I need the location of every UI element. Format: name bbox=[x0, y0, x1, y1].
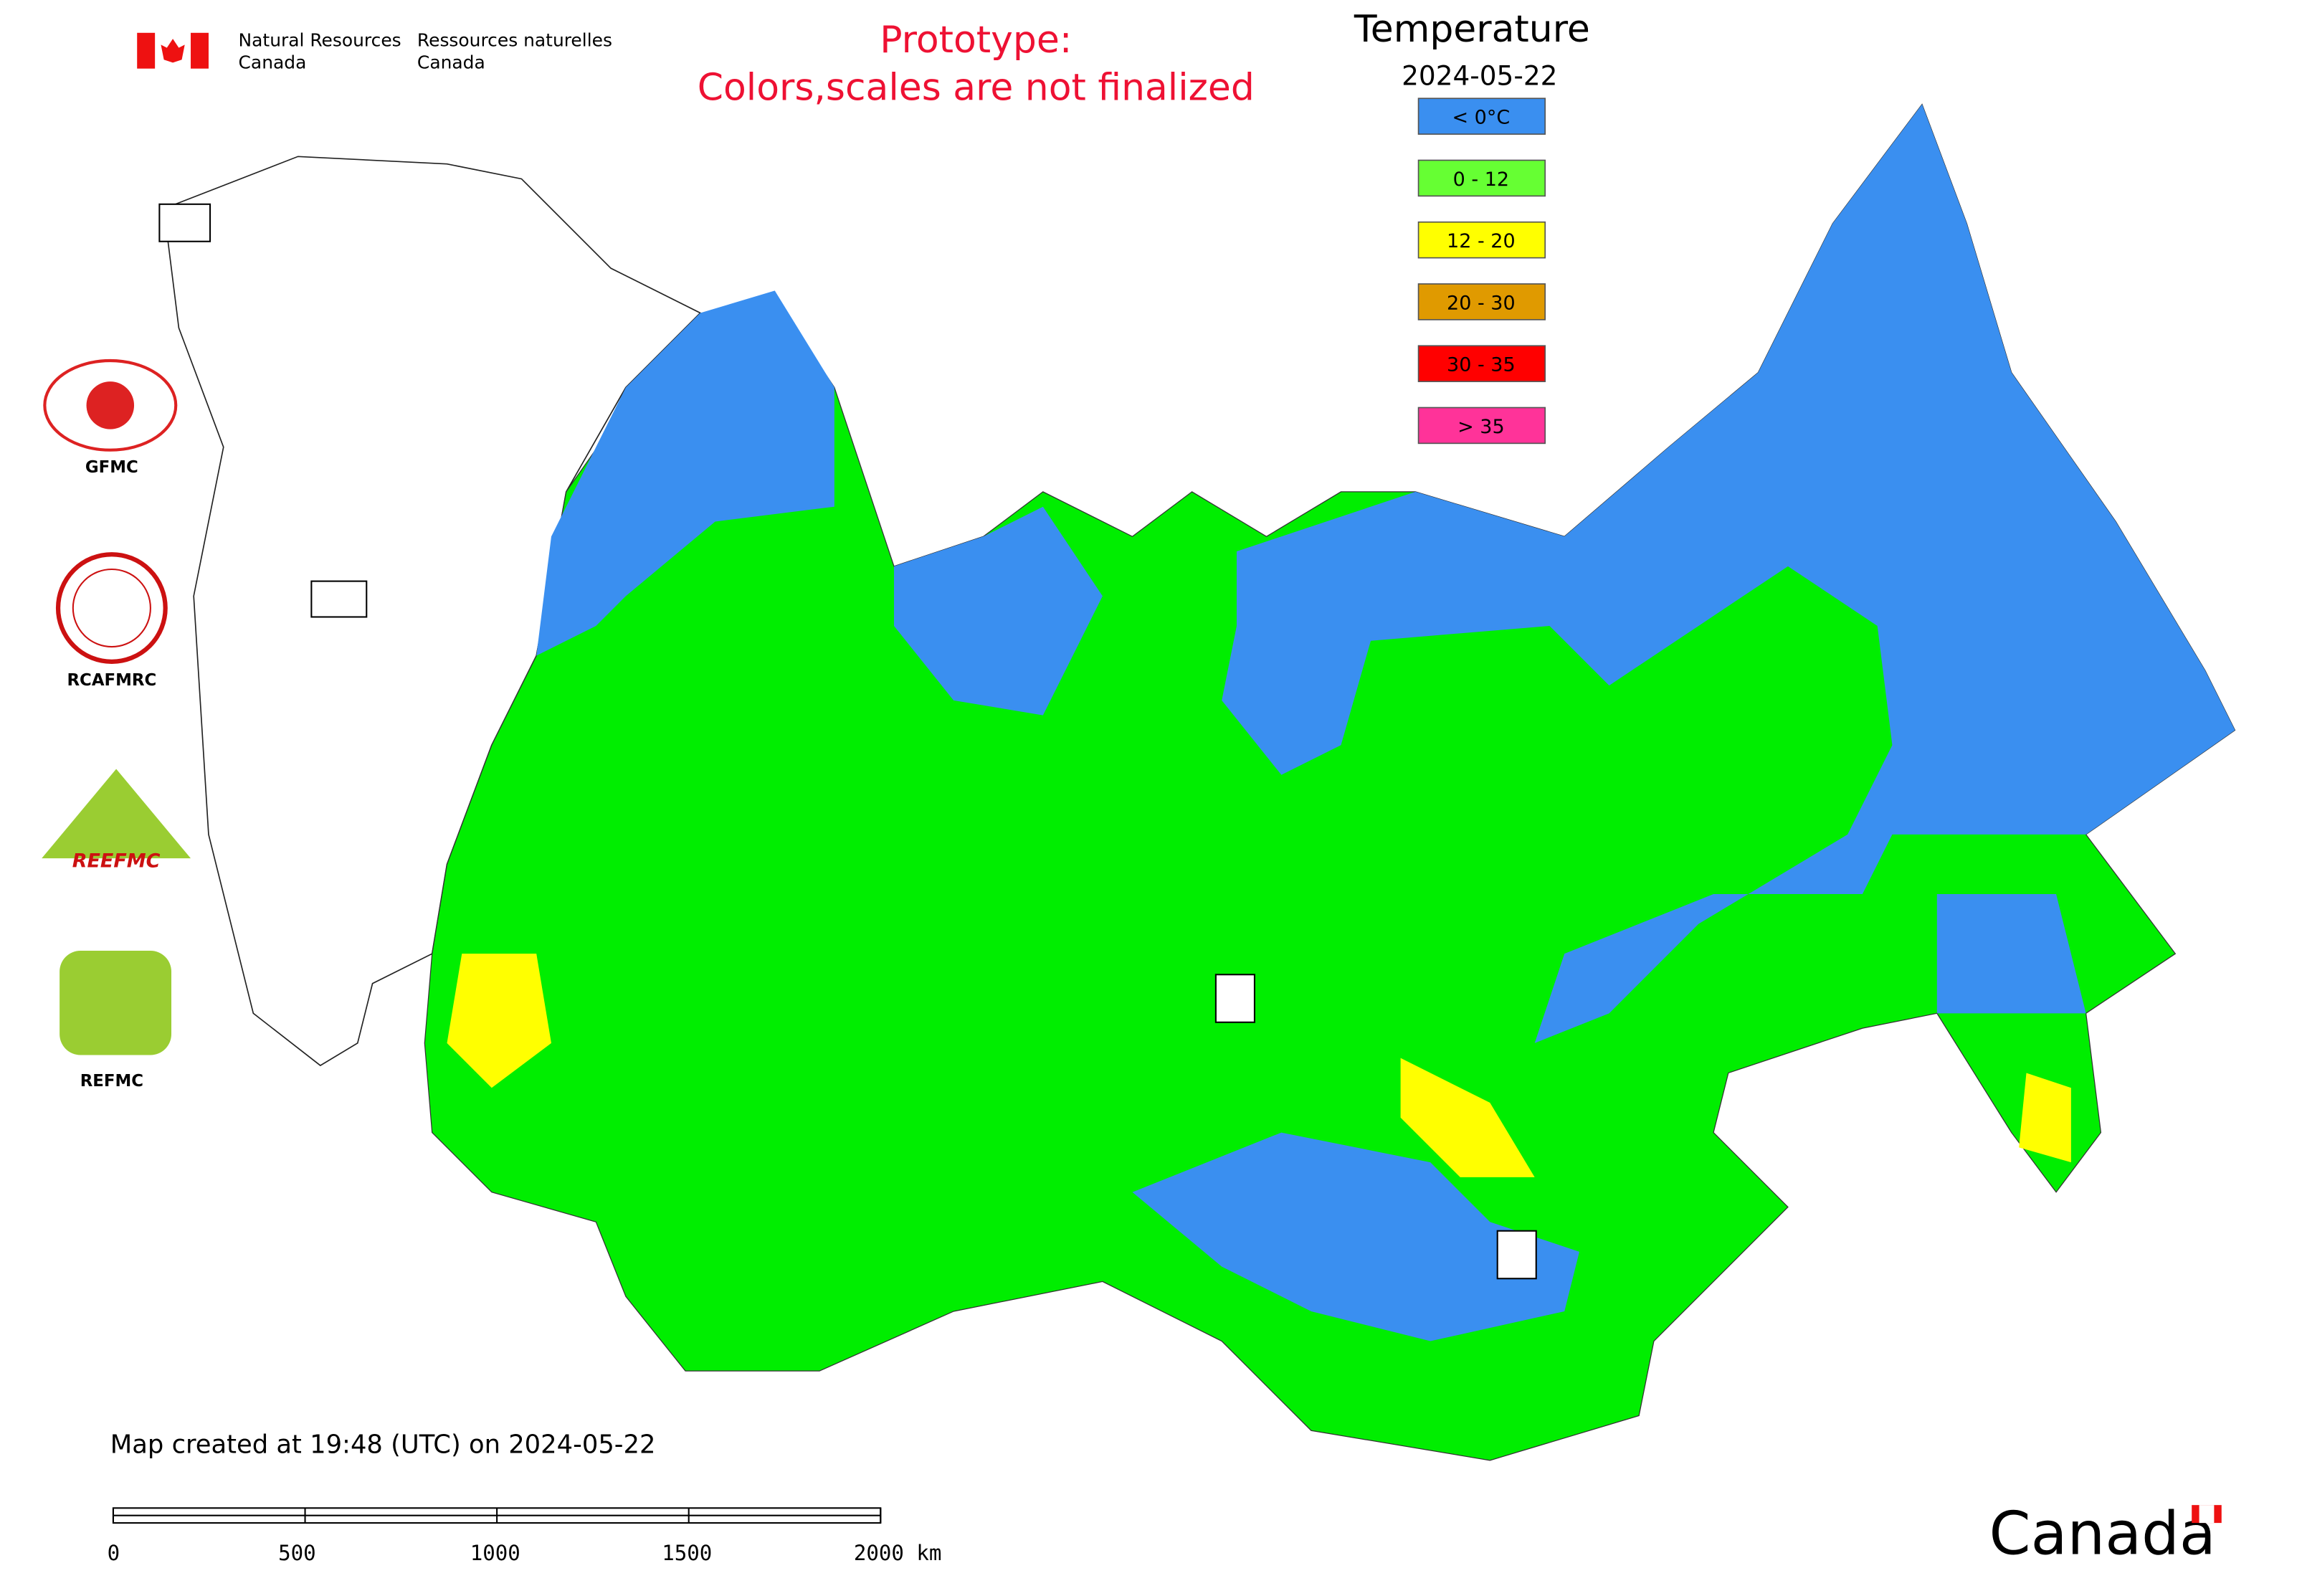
flag-bar bbox=[191, 32, 209, 69]
cold-area bbox=[893, 506, 1103, 716]
marker bbox=[310, 580, 368, 618]
legend-date: 2024-05-22 bbox=[1402, 60, 1557, 92]
gc-signature: Natural Resources Canada Ressources natu… bbox=[137, 29, 612, 73]
canada-wordmark: Canada bbox=[1989, 1499, 2222, 1569]
legend-label: 12 - 20 bbox=[1447, 230, 1516, 252]
map-markers bbox=[158, 203, 1537, 1280]
warm-area bbox=[447, 954, 551, 1088]
scale-label: 1000 bbox=[470, 1541, 520, 1565]
warm-area bbox=[2019, 1073, 2071, 1163]
wordmark: Canada bbox=[1989, 1499, 2216, 1569]
marker bbox=[1214, 974, 1255, 1023]
cold-area bbox=[1936, 894, 2086, 1014]
cold-areas bbox=[536, 104, 2235, 1341]
legend-swatch bbox=[1417, 283, 1546, 320]
logo-label: REFMC bbox=[80, 1072, 143, 1091]
logo bbox=[42, 769, 191, 859]
legend-label: 20 - 30 bbox=[1447, 292, 1516, 314]
legend-swatch bbox=[1417, 159, 1546, 197]
scale-bar: 0 500 1000 1500 2000 km bbox=[108, 1507, 942, 1565]
legend-label: < 0°C bbox=[1452, 107, 1510, 129]
cold-area bbox=[1132, 1132, 1580, 1341]
notice: Prototype: bbox=[880, 19, 1072, 62]
scale-label: 2000 km bbox=[854, 1541, 942, 1565]
logos: GFMC RCAFMRC REEFMC REFMC bbox=[42, 358, 191, 1091]
legend-swatch bbox=[1417, 345, 1546, 382]
logo-label: GFMC bbox=[85, 458, 138, 477]
logo bbox=[60, 951, 172, 1055]
scale-label: 1500 bbox=[662, 1541, 712, 1565]
cold-area bbox=[536, 290, 834, 656]
header-text: Canada bbox=[239, 52, 307, 73]
legend-label: 30 - 35 bbox=[1447, 354, 1516, 376]
legend: < 0°C 0 - 12 12 - 20 20 - 30 30 - 35 > 35 bbox=[1417, 98, 1546, 445]
flag-bar bbox=[137, 32, 156, 69]
scale-label: 500 bbox=[278, 1541, 316, 1565]
legend-swatch bbox=[1417, 221, 1546, 259]
logo-label: RCAFMRC bbox=[67, 671, 156, 690]
legend-swatch bbox=[1417, 407, 1546, 445]
legend-label: 0 - 12 bbox=[1453, 168, 1509, 191]
logo bbox=[86, 381, 135, 429]
notice: Colors,scales are not finalized bbox=[698, 66, 1255, 109]
flag-leaf bbox=[161, 39, 185, 63]
legend-title: Temperature bbox=[1354, 8, 1590, 51]
wordmark-flag bbox=[2199, 1505, 2215, 1524]
legend-label: > 35 bbox=[1457, 416, 1505, 438]
cold-area bbox=[1222, 104, 2235, 1043]
warm-areas bbox=[447, 954, 2071, 1177]
scale-label: 0 bbox=[108, 1541, 120, 1565]
legend-swatch bbox=[1417, 98, 1546, 135]
warm-area bbox=[1400, 1058, 1535, 1177]
marker bbox=[158, 203, 211, 242]
header-text: Canada bbox=[417, 52, 485, 73]
created-text: Map created at 19:48 (UTC) on 2024-05-22 bbox=[110, 1430, 656, 1459]
logo bbox=[72, 568, 151, 648]
logo-text: REEFMC bbox=[72, 850, 161, 873]
header-text: Ressources naturelles bbox=[417, 29, 612, 50]
header-text: Natural Resources bbox=[239, 29, 401, 50]
marker bbox=[1496, 1230, 1537, 1280]
